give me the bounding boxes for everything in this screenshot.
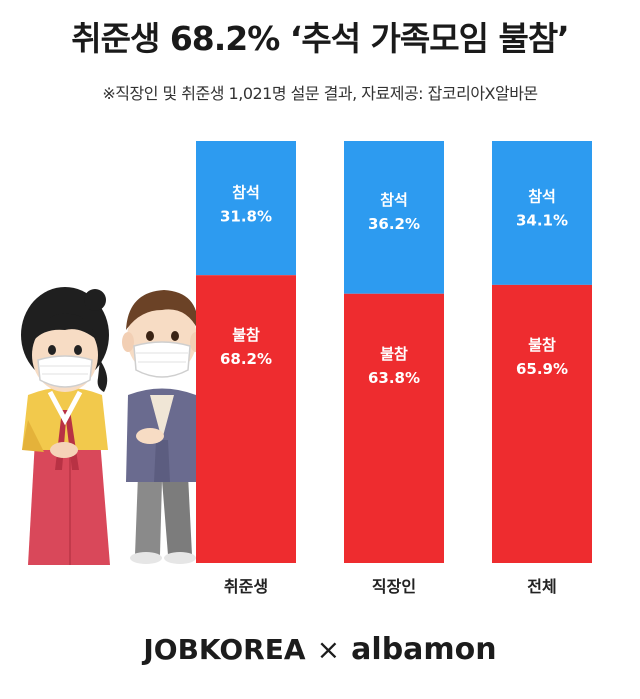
bar-absent-1 bbox=[344, 293, 444, 563]
footer-logos: JOBKOREA × albamon bbox=[0, 632, 640, 667]
data-label-absent-2: 65.9% bbox=[516, 360, 568, 378]
data-label-absent-0: 68.2% bbox=[220, 350, 272, 368]
albamon-logo: albamon bbox=[351, 632, 497, 667]
bar-attend-1 bbox=[344, 141, 444, 294]
x-tick-label-1: 직장인 bbox=[372, 577, 416, 596]
data-label-absent-1: 63.8% bbox=[368, 369, 420, 387]
bar-absent-2 bbox=[492, 284, 592, 563]
bar-absent-0 bbox=[196, 275, 296, 563]
female-character-illustration bbox=[21, 287, 110, 565]
series-label-attend-2: 참석 bbox=[528, 187, 556, 205]
data-label-attend-1: 36.2% bbox=[368, 215, 420, 233]
x-tick-label-0: 취준생 bbox=[224, 577, 268, 596]
series-label-attend-0: 참석 bbox=[232, 183, 260, 201]
bar-attend-2 bbox=[492, 141, 592, 285]
bar-attend-0 bbox=[196, 141, 296, 276]
logo-separator: × bbox=[316, 633, 341, 666]
x-axis-labels: 취준생 직장인 전체 bbox=[224, 577, 557, 596]
series-label-attend-1: 참석 bbox=[380, 191, 408, 209]
series-label-absent-0: 불참 bbox=[232, 326, 260, 344]
series-label-absent-1: 불참 bbox=[380, 345, 408, 363]
stacked-bar-chart: 참석 31.8% 불참 68.2% 참석 36.2% 불참 63.8% 참석 34.1% 불참 65.… bbox=[21, 141, 592, 596]
data-label-attend-0: 31.8% bbox=[220, 207, 272, 225]
male-character-illustration bbox=[122, 290, 237, 564]
chart-subtitle: ※직장인 및 취준생 1,021명 설문 결과, 자료제공: 잡코리아X알바몬 bbox=[102, 84, 538, 103]
x-tick-label-2: 전체 bbox=[527, 577, 556, 596]
jobkorea-logo: JOBKOREA bbox=[143, 633, 306, 666]
data-label-attend-2: 34.1% bbox=[516, 211, 568, 229]
characters-illustration bbox=[21, 287, 237, 565]
chart-title: 취준생 68.2% ‘추석 가족모임 불참’ bbox=[71, 19, 569, 58]
bars-group: 참석 31.8% 불참 68.2% 참석 36.2% 불참 63.8% 참석 34.1% 불참 65.… bbox=[196, 141, 592, 563]
series-label-absent-2: 불참 bbox=[528, 336, 556, 354]
